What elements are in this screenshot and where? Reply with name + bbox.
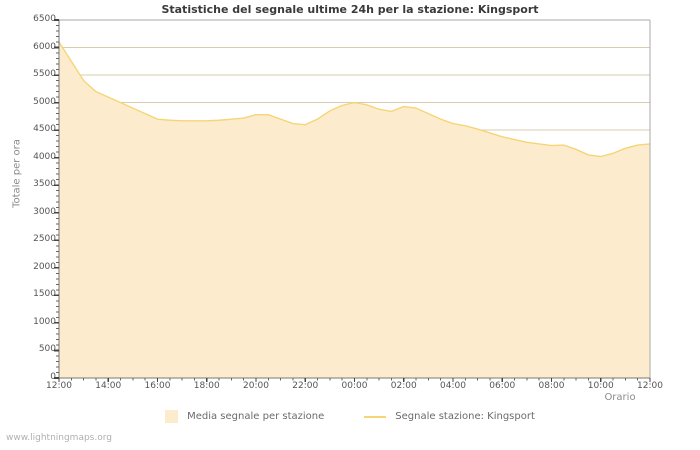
x-tick-label: 00:00	[341, 381, 368, 391]
y-tick-label: 0	[50, 372, 56, 382]
x-tick-label: 10:00	[587, 381, 614, 391]
area-swatch-icon	[165, 410, 179, 423]
x-tick-label: 04:00	[440, 381, 466, 391]
y-tick-label: 2000	[33, 261, 56, 272]
y-axis-tick-labels: 0 500 1000 1500 2000 2500 3000 3500 4000 4500 5000…	[10, 0, 56, 450]
y-tick-label: 5500	[33, 69, 56, 80]
line-series-path	[58, 41, 651, 158]
legend-label-station: Segnale stazione: Kingsport	[395, 411, 535, 422]
x-tick-label: 12:00	[637, 381, 663, 391]
y-tick-label: 6000	[33, 41, 56, 52]
x-axis-label: Orario	[604, 392, 636, 403]
y-tick-label: 1500	[33, 289, 56, 300]
legend-item-average: Media segnale per stazione	[165, 410, 324, 423]
y-tick-label: 4000	[33, 151, 56, 162]
x-tick-label: 22:00	[292, 381, 319, 391]
line-swatch-icon	[364, 415, 387, 418]
chart-title: Statistiche del segnale ultime 24h per l…	[161, 3, 539, 16]
x-tick-label: 14:00	[95, 381, 122, 391]
x-tick-label: 06:00	[489, 381, 516, 391]
x-tick-label: 18:00	[193, 381, 220, 391]
x-tick-label: 08:00	[538, 381, 565, 391]
y-tick-label: 6500	[33, 14, 56, 24]
y-tick-label: 2500	[33, 234, 56, 245]
x-tick-label: 16:00	[144, 381, 171, 391]
legend-label-average: Media segnale per stazione	[187, 411, 325, 422]
y-tick-label: 3500	[33, 179, 56, 190]
site-watermark: www.lightningmaps.org	[6, 433, 112, 443]
x-tick-label: 02:00	[390, 381, 417, 391]
x-tick-label: 20:00	[243, 381, 269, 391]
y-tick-label: 3000	[33, 206, 56, 217]
y-tick-label: 5000	[33, 96, 56, 107]
chart-legend: Media segnale per stazione Segnale stazi…	[0, 410, 700, 423]
y-tick-label: 500	[38, 344, 56, 355]
y-tick-label: 1000	[33, 316, 56, 327]
y-tick-label: 4500	[33, 124, 56, 135]
legend-item-station: Segnale stazione: Kingsport	[364, 411, 535, 422]
area-series-fill	[59, 42, 650, 379]
x-tick-label: 12:00	[46, 381, 72, 391]
